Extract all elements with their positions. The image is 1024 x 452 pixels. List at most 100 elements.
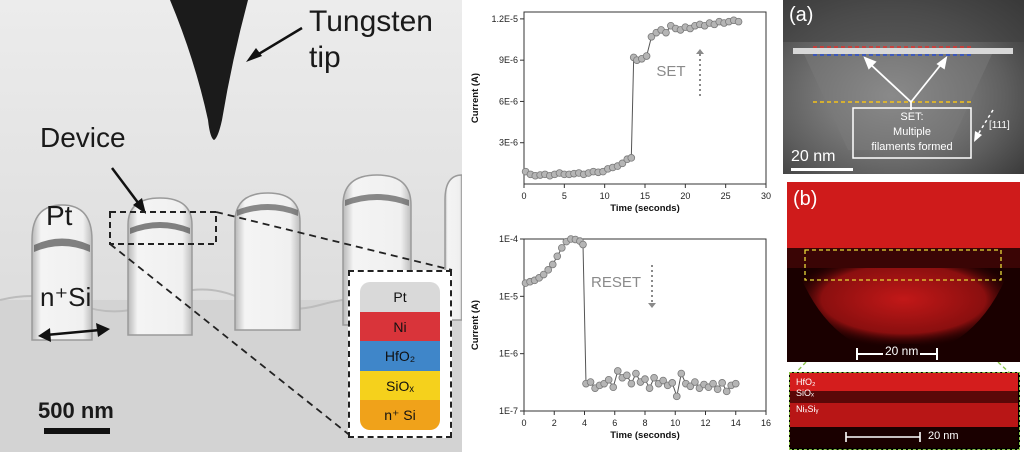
chart-1-point xyxy=(686,382,695,391)
chart-1-point xyxy=(668,379,677,387)
layer-ni: Ni xyxy=(360,312,440,341)
chart-1-point xyxy=(544,266,552,274)
chart-1-point xyxy=(722,387,731,396)
eds-panel-label: (b) xyxy=(793,188,818,210)
filament-arrows-icon xyxy=(863,55,948,110)
width-double-arrow-icon xyxy=(38,323,110,342)
tip-label: Tungsten tip xyxy=(309,4,433,76)
layer-ni-label: Ni xyxy=(393,318,407,335)
chart-1-point xyxy=(539,270,548,279)
eds-map xyxy=(787,182,1020,360)
inset-scale-label: 20 nm xyxy=(928,430,959,442)
chart-1-point xyxy=(713,385,722,394)
tem-image-panel: (a) SET: Multiple filaments formed [111]… xyxy=(783,0,1024,174)
reset-chart: 0 2 4 6 8 10 12 14 16 1E-7 1E-6 1E-5 1E-4 Time (secon… xyxy=(470,234,771,441)
layer-pt: Pt xyxy=(360,282,440,312)
layer-nsi-label: n⁺ Si xyxy=(384,406,416,423)
direction-arrow-icon xyxy=(974,109,994,142)
eds-inset xyxy=(790,373,1018,448)
sem-scale-label: 500 nm xyxy=(38,398,114,423)
tem-scale-label: 20 nm xyxy=(791,148,836,165)
sem-scale-bar xyxy=(44,428,110,434)
tip-label-line2: tip xyxy=(309,41,341,74)
chart-1-xtick-label: 8 xyxy=(642,418,647,428)
chart-0-ytick-label: 6E-6 xyxy=(499,96,518,106)
chart-0-point xyxy=(642,52,651,60)
chart-1-point xyxy=(609,383,618,392)
sem-image-panel: Tungsten tip Device Pt n⁺Si 500 nm Pt Ni… xyxy=(0,0,462,452)
chart-0-xtick-label: 5 xyxy=(562,191,567,201)
chart-0-frame xyxy=(523,11,767,185)
chart-0-xtick-label: 30 xyxy=(761,191,771,201)
chart-0-point xyxy=(618,159,627,168)
chart-1-point xyxy=(677,369,686,378)
chart-1-point xyxy=(613,367,622,375)
chart-0-xtick-label: 25 xyxy=(721,191,731,201)
layer-hfo2: HfO₂ xyxy=(360,341,440,371)
layer-pt-label: Pt xyxy=(393,289,407,305)
chart-1-point xyxy=(709,379,717,388)
chart-1-point xyxy=(623,371,631,380)
zoom-box xyxy=(109,211,217,245)
chart-0-xlabel: Time (seconds) xyxy=(610,203,680,214)
chart-1-ytick-label: 1E-5 xyxy=(499,291,518,301)
chart-1-ytick-label: 1E-7 xyxy=(499,406,518,416)
chart-1-point xyxy=(579,240,587,249)
chart-0-point xyxy=(662,28,670,37)
chart-0-point xyxy=(734,17,743,26)
eds-map-panel: (b) 20 nm xyxy=(787,182,1020,362)
chart-1-xtick-label: 16 xyxy=(761,418,771,428)
direction-label: [111] xyxy=(989,120,1010,131)
chart-1-xtick-label: 14 xyxy=(731,418,741,428)
chart-0-ytick-label: 3E-6 xyxy=(499,138,518,148)
set-chart-panel: 0 5 10 15 20 25 30 3E-6 6E-6 9E-6 1.2E-5 Time (seco… xyxy=(466,0,776,225)
chart-1-point xyxy=(691,378,699,386)
chart-1-ylabel: Current (A) xyxy=(470,300,481,350)
pt-label: Pt xyxy=(46,200,73,231)
chart-1-point xyxy=(627,379,636,388)
chart-0-ytick-label: 9E-6 xyxy=(499,55,518,65)
chart-1-arrow-icon xyxy=(648,303,656,308)
chart-1-point xyxy=(548,260,557,269)
device-arrow-icon xyxy=(111,167,146,214)
chart-0-xtick-label: 0 xyxy=(521,191,526,201)
chart-1-point xyxy=(659,376,667,385)
tip-label-line1: Tungsten xyxy=(309,5,433,38)
layer-stack-inset: Pt Ni HfO₂ SiOₓ n⁺ Si xyxy=(348,270,452,438)
chart-1-xtick-label: 4 xyxy=(582,418,587,428)
chart-1-point xyxy=(672,392,681,401)
tem-callout-line1: SET: xyxy=(900,111,924,123)
chart-0-xtick-label: 15 xyxy=(640,191,650,201)
inset-siox-label: SiOₓ xyxy=(796,388,814,398)
tip-arrow-icon xyxy=(246,26,303,62)
chart-1-xtick-label: 0 xyxy=(521,418,526,428)
chart-1-point xyxy=(604,376,613,384)
chart-0-annotation: SET xyxy=(656,63,685,80)
tungsten-tip xyxy=(170,0,248,140)
chart-1-point xyxy=(553,252,562,261)
chart-1-point xyxy=(586,378,595,386)
chart-0-point xyxy=(627,154,636,162)
eds-scale-label: 20 nm xyxy=(883,344,921,358)
chart-1-xtick-label: 2 xyxy=(552,418,557,428)
chart-1-point xyxy=(718,379,726,387)
chart-0-ylabel: Current (A) xyxy=(470,73,481,123)
inset-connectors xyxy=(790,362,1016,379)
chart-1-xtick-label: 6 xyxy=(612,418,617,428)
layer-siox: SiOₓ xyxy=(360,371,440,400)
tem-image xyxy=(783,0,1024,174)
chart-0-point xyxy=(647,32,656,41)
reset-chart-panel: 0 2 4 6 8 10 12 14 16 1E-7 1E-6 1E-5 1E-4 Time (secon… xyxy=(466,225,776,452)
device-label: Device xyxy=(40,122,126,153)
chart-1-point xyxy=(558,244,566,252)
chart-0-xtick-label: 10 xyxy=(600,191,610,201)
chart-1-point xyxy=(632,369,640,378)
chart-1-ytick-label: 1E-6 xyxy=(499,349,518,359)
inset-hfo2-label: HfO₂ xyxy=(796,377,816,387)
tem-callout-box xyxy=(852,107,972,159)
chart-1-xlabel: Time (seconds) xyxy=(610,430,680,441)
eds-inset-panel: HfO₂ SiOₓ NiₓSiᵧ 20 nm xyxy=(789,372,1020,450)
tem-callout-text: SET: Multiple filaments formed xyxy=(853,110,971,155)
chart-0-xtick-label: 20 xyxy=(680,191,690,201)
tem-panel-label: (a) xyxy=(789,4,814,26)
